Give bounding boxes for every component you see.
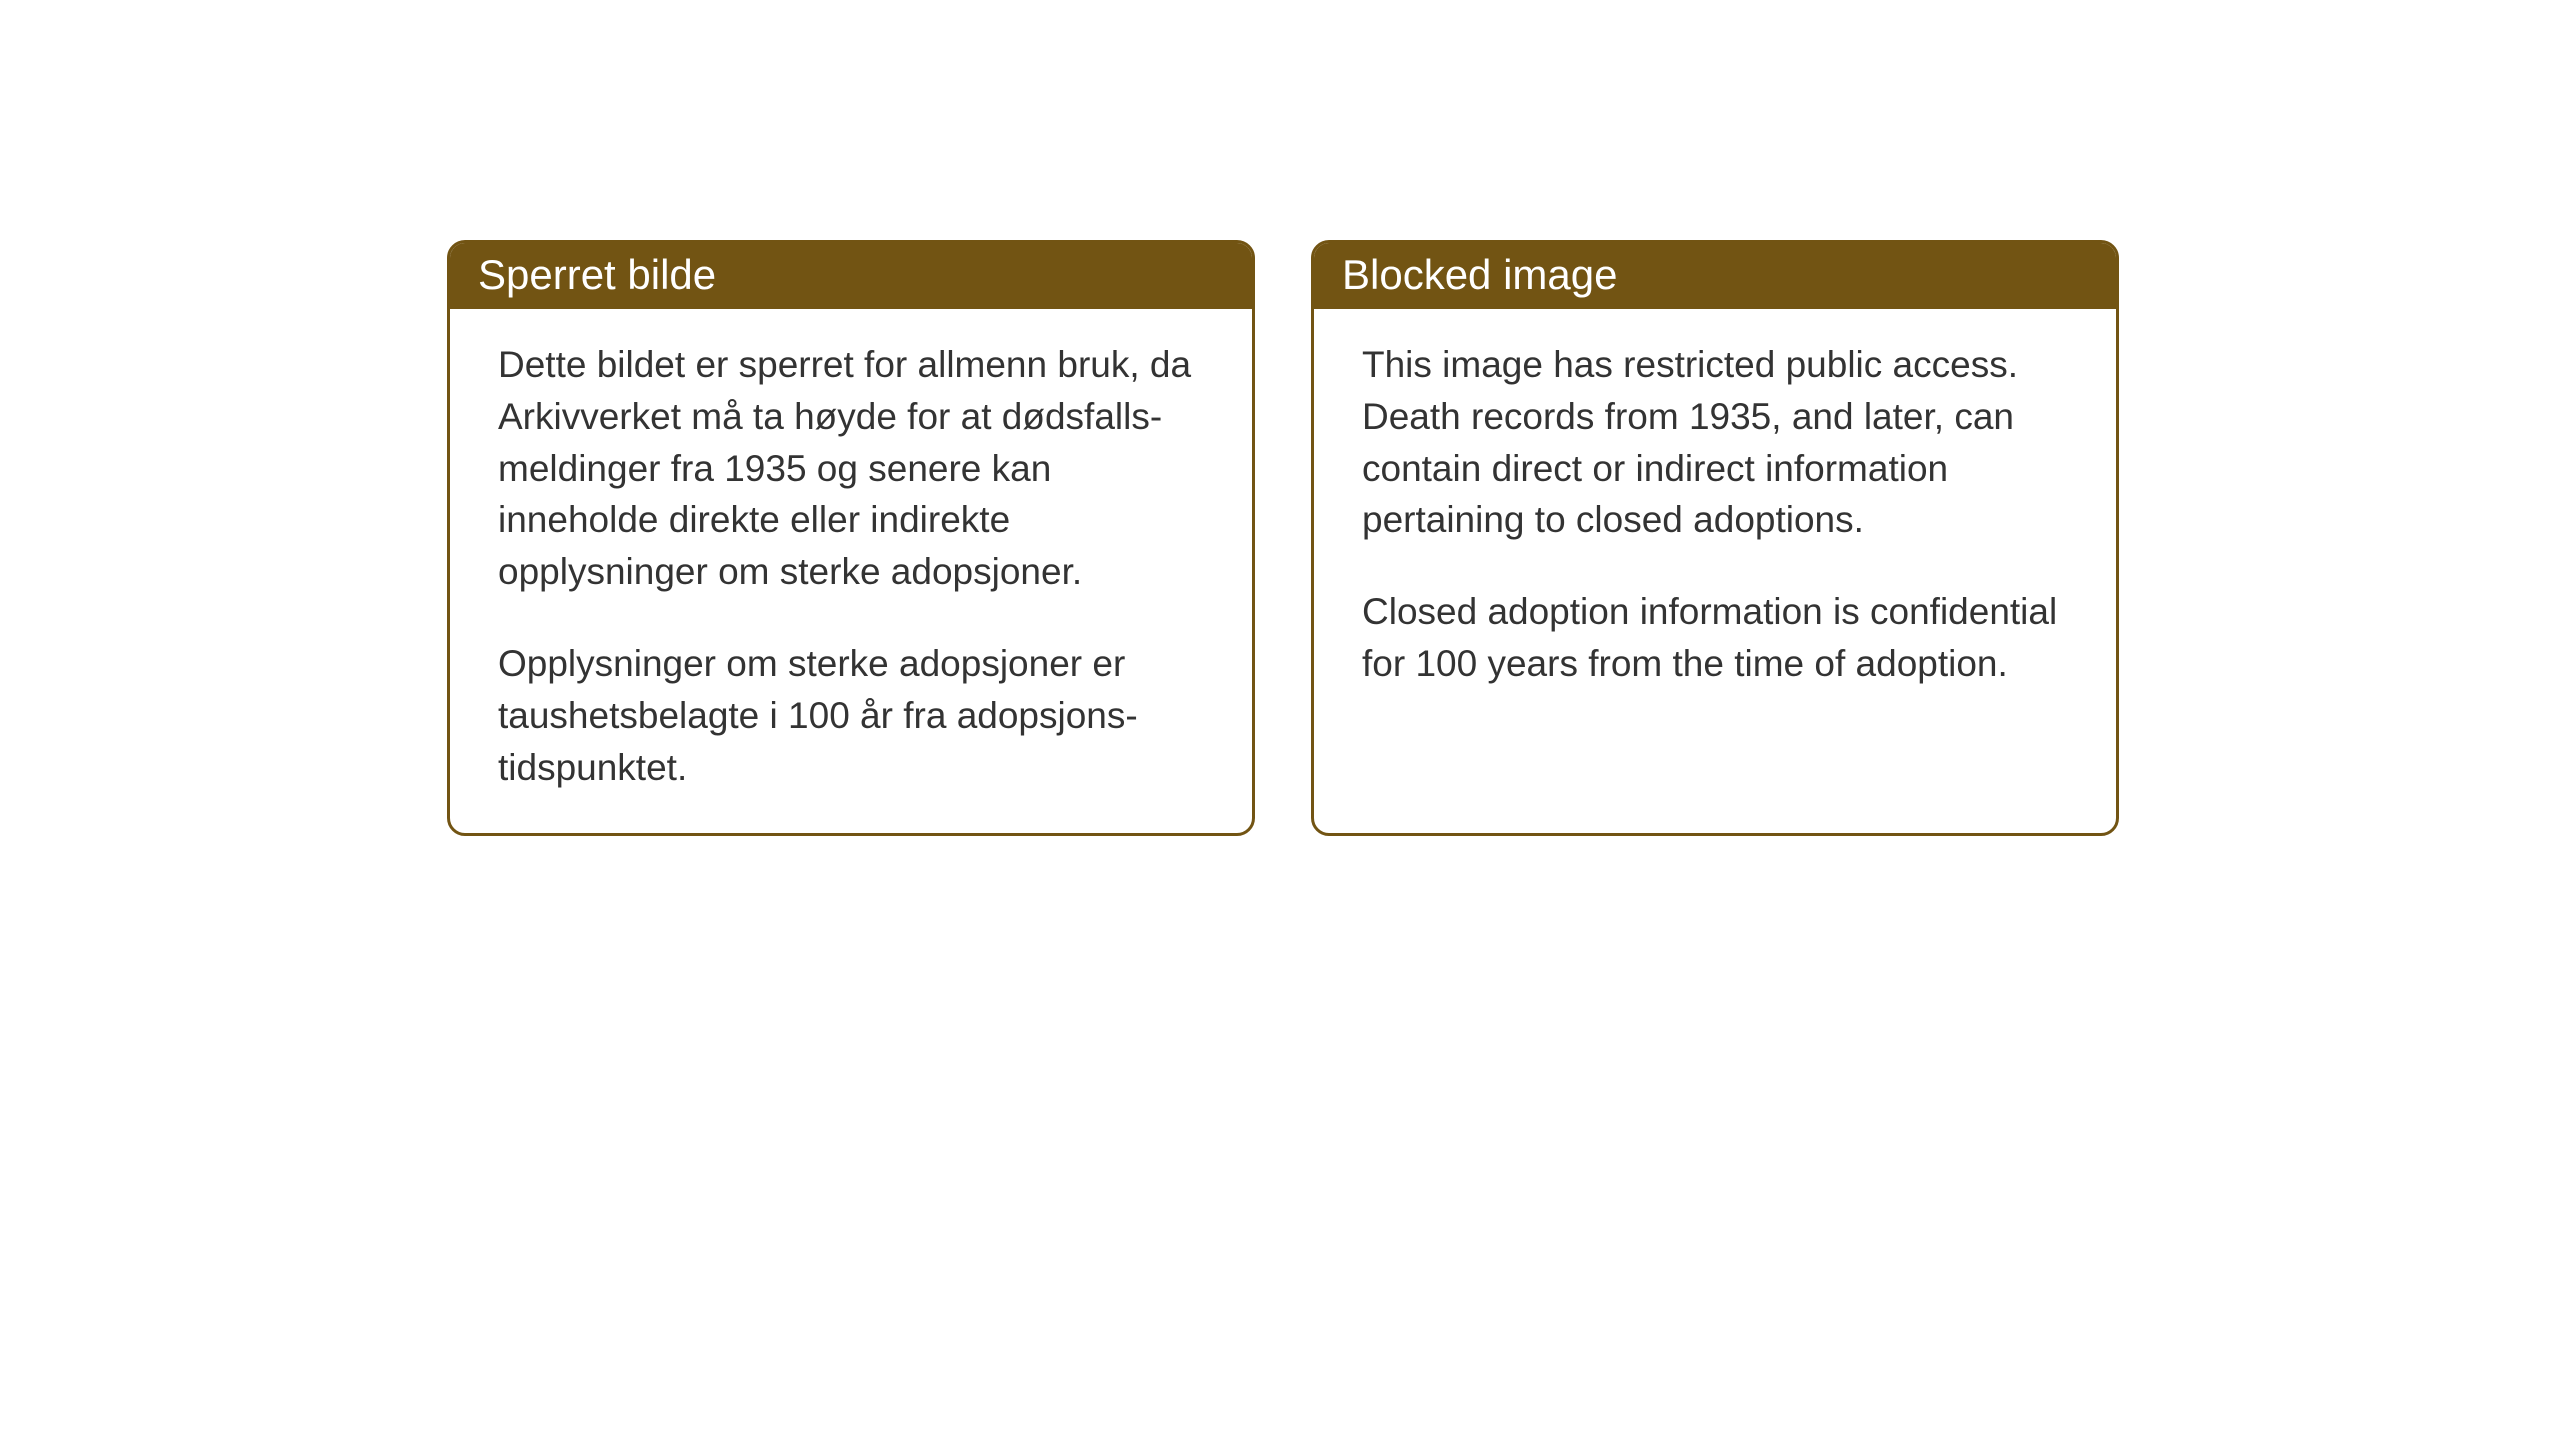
notice-card-english: Blocked image This image has restricted …: [1311, 240, 2119, 836]
notice-body-english: This image has restricted public access.…: [1314, 309, 2116, 730]
notice-card-norwegian: Sperret bilde Dette bildet er sperret fo…: [447, 240, 1255, 836]
notice-title-english: Blocked image: [1342, 251, 1617, 298]
notice-body-norwegian: Dette bildet er sperret for allmenn bruk…: [450, 309, 1252, 833]
notice-paragraph-1-norwegian: Dette bildet er sperret for allmenn bruk…: [498, 339, 1204, 598]
notice-paragraph-2-english: Closed adoption information is confident…: [1362, 586, 2068, 690]
notice-paragraph-2-norwegian: Opplysninger om sterke adopsjoner er tau…: [498, 638, 1204, 793]
notice-header-english: Blocked image: [1314, 243, 2116, 309]
notice-container: Sperret bilde Dette bildet er sperret fo…: [447, 240, 2119, 836]
notice-paragraph-1-english: This image has restricted public access.…: [1362, 339, 2068, 546]
notice-header-norwegian: Sperret bilde: [450, 243, 1252, 309]
notice-title-norwegian: Sperret bilde: [478, 251, 716, 298]
